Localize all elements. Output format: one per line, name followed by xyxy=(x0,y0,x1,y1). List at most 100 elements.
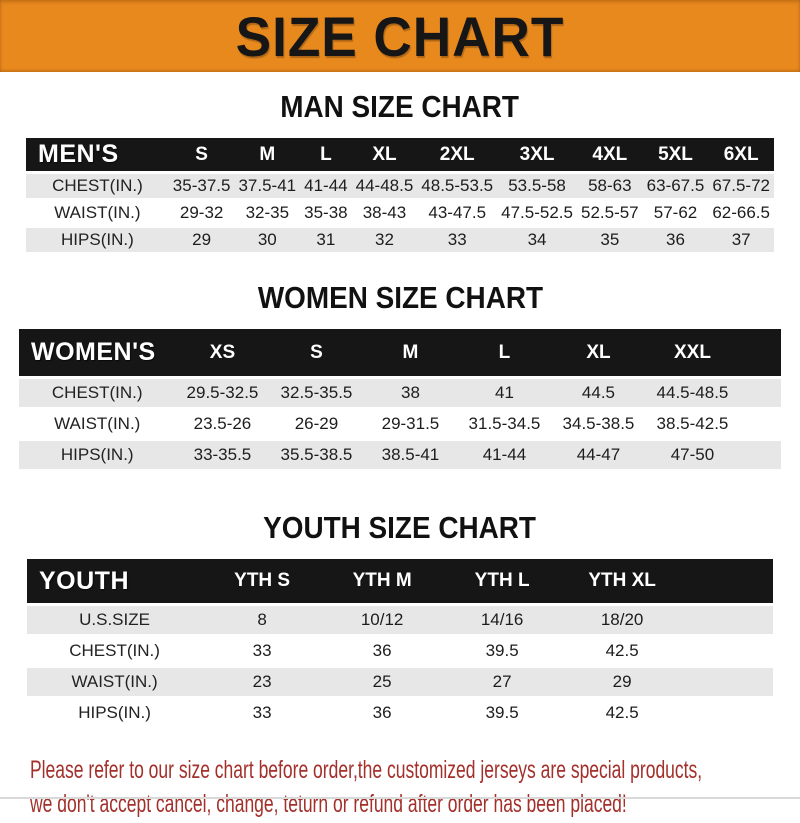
spacer-cell xyxy=(739,379,781,407)
size-cell: 42.5 xyxy=(562,699,683,727)
spacer-cell xyxy=(739,329,781,376)
size-cell: 14/16 xyxy=(442,606,563,634)
table-title-cell: MEN'S xyxy=(26,138,169,171)
table-header-row: MEN'S S M L XL 2XL 3XL 4XL 5XL 6XL xyxy=(26,138,774,171)
size-column-header: YTH XL xyxy=(562,559,683,603)
size-column-header: M xyxy=(363,329,458,376)
row-label: WAIST(IN.) xyxy=(19,410,176,438)
size-cell: 38 xyxy=(363,379,458,407)
size-column-header: M xyxy=(234,138,301,171)
size-cell: 10/12 xyxy=(322,606,443,634)
size-column-header: 5XL xyxy=(642,138,709,171)
size-cell: 41-44 xyxy=(457,441,552,469)
table-row: HIPS(IN.) 33-35.5 35.5-38.5 38.5-41 41-44 44-… xyxy=(19,441,781,469)
size-cell: 63-67.5 xyxy=(642,174,709,198)
size-cell: 29 xyxy=(168,228,235,252)
size-cell: 37.5-41 xyxy=(234,174,301,198)
size-cell: 36 xyxy=(642,228,709,252)
table-row: WAIST(IN.) 23 25 27 29 xyxy=(27,668,773,696)
size-cell: 38-43 xyxy=(351,201,418,225)
size-cell: 53.5-58 xyxy=(497,174,577,198)
size-cell: 47.5-52.5 xyxy=(497,201,577,225)
size-cell: 33 xyxy=(202,699,323,727)
table-row: CHEST(IN.) 35-37.5 37.5-41 41-44 44-48.5 48.5… xyxy=(26,174,774,198)
spacer-cell xyxy=(682,637,773,665)
size-cell: 38.5-42.5 xyxy=(645,410,740,438)
women-section-title: WOMEN SIZE CHART xyxy=(0,280,800,316)
row-label: WAIST(IN.) xyxy=(27,668,203,696)
table-header-row: YOUTH YTH S YTH M YTH L YTH XL xyxy=(27,559,773,603)
size-column-header: 6XL xyxy=(708,138,774,171)
size-column-header: L xyxy=(300,138,352,171)
table-row: CHEST(IN.) 29.5-32.5 32.5-35.5 38 41 44.5 44.5… xyxy=(19,379,781,407)
size-cell: 32-35 xyxy=(234,201,301,225)
size-cell: 39.5 xyxy=(442,699,563,727)
size-cell: 44.5 xyxy=(551,379,646,407)
man-section-title: MAN SIZE CHART xyxy=(0,89,800,125)
size-column-header: YTH L xyxy=(442,559,563,603)
size-cell: 18/20 xyxy=(562,606,683,634)
size-cell: 41-44 xyxy=(300,174,352,198)
size-column-header: YTH M xyxy=(322,559,443,603)
row-label: U.S.SIZE xyxy=(27,606,203,634)
size-cell: 23.5-26 xyxy=(175,410,270,438)
row-label: CHEST(IN.) xyxy=(26,174,169,198)
youth-section-title-text: YOUTH SIZE CHART xyxy=(263,510,537,545)
row-label: WAIST(IN.) xyxy=(26,201,169,225)
size-cell: 34.5-38.5 xyxy=(551,410,646,438)
size-cell: 35.5-38.5 xyxy=(269,441,364,469)
size-column-header: 3XL xyxy=(497,138,577,171)
size-column-header: S xyxy=(269,329,364,376)
size-cell: 35 xyxy=(576,228,643,252)
size-cell: 42.5 xyxy=(562,637,683,665)
size-cell: 36 xyxy=(322,699,443,727)
size-cell: 33-35.5 xyxy=(175,441,270,469)
size-column-header: XL xyxy=(351,138,418,171)
size-cell: 41 xyxy=(457,379,552,407)
man-section-title-text: MAN SIZE CHART xyxy=(280,89,520,124)
size-cell: 26-29 xyxy=(269,410,364,438)
women-size-table: WOMEN'S XS S M L XL XXL CHEST(IN.) 29.5-32.5 32.5… xyxy=(19,326,781,472)
size-column-header: YTH S xyxy=(202,559,323,603)
size-cell: 48.5-53.5 xyxy=(417,174,498,198)
bottom-divider xyxy=(0,797,800,799)
size-column-header: 4XL xyxy=(576,138,643,171)
banner-title: SIZE CHART xyxy=(235,4,565,68)
women-section-title-text: WOMEN SIZE CHART xyxy=(257,280,543,315)
men-size-table: MEN'S S M L XL 2XL 3XL 4XL 5XL 6XL CHEST(IN.) 35-37… xyxy=(26,135,774,255)
row-label: HIPS(IN.) xyxy=(19,441,176,469)
size-cell: 34 xyxy=(497,228,577,252)
row-label: CHEST(IN.) xyxy=(19,379,176,407)
size-column-header: XL xyxy=(551,329,646,376)
disclaimer-line-2: we don't accept cancel, change, teturn o… xyxy=(30,790,627,818)
size-cell: 39.5 xyxy=(442,637,563,665)
spacer-cell xyxy=(682,668,773,696)
size-chart-banner: SIZE CHART xyxy=(0,0,800,72)
size-cell: 31 xyxy=(300,228,352,252)
table-title-cell: YOUTH xyxy=(27,559,203,603)
size-cell: 67.5-72 xyxy=(708,174,774,198)
size-cell: 43-47.5 xyxy=(417,201,498,225)
table-row: CHEST(IN.) 33 36 39.5 42.5 xyxy=(27,637,773,665)
table-row: HIPS(IN.) 33 36 39.5 42.5 xyxy=(27,699,773,727)
size-cell: 58-63 xyxy=(576,174,643,198)
table-row: WAIST(IN.) 29-32 32-35 35-38 38-43 43-47.5 47.… xyxy=(26,201,774,225)
size-column-header: XXL xyxy=(645,329,740,376)
size-cell: 31.5-34.5 xyxy=(457,410,552,438)
spacer-cell xyxy=(682,699,773,727)
size-cell: 35-37.5 xyxy=(168,174,235,198)
size-cell: 29-32 xyxy=(168,201,235,225)
table-row: WAIST(IN.) 23.5-26 26-29 29-31.5 31.5-34.5 34… xyxy=(19,410,781,438)
size-cell: 47-50 xyxy=(645,441,740,469)
size-cell: 36 xyxy=(322,637,443,665)
youth-section-title: YOUTH SIZE CHART xyxy=(0,510,800,546)
size-cell: 29-31.5 xyxy=(363,410,458,438)
size-cell: 38.5-41 xyxy=(363,441,458,469)
size-cell: 62-66.5 xyxy=(708,201,774,225)
size-cell: 37 xyxy=(708,228,774,252)
table-header-row: WOMEN'S XS S M L XL XXL xyxy=(19,329,781,376)
size-column-header: 2XL xyxy=(417,138,498,171)
size-cell: 35-38 xyxy=(300,201,352,225)
row-label: HIPS(IN.) xyxy=(27,699,203,727)
size-cell: 29.5-32.5 xyxy=(175,379,270,407)
